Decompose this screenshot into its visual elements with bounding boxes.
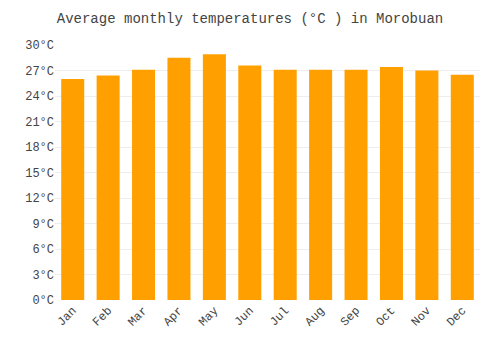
svg-text:15°C: 15°C <box>25 167 54 181</box>
svg-text:Apr: Apr <box>161 304 186 329</box>
svg-text:Sep: Sep <box>338 304 363 329</box>
svg-text:0°C: 0°C <box>32 294 54 308</box>
svg-text:27°C: 27°C <box>25 65 54 79</box>
svg-text:24°C: 24°C <box>25 90 54 104</box>
svg-text:30°C: 30°C <box>25 39 54 53</box>
svg-text:Jul: Jul <box>267 304 292 329</box>
svg-text:12°C: 12°C <box>25 192 54 206</box>
svg-text:Oct: Oct <box>373 304 398 329</box>
svg-text:21°C: 21°C <box>25 116 54 130</box>
svg-text:9°C: 9°C <box>32 218 54 232</box>
svg-text:Average monthly temperatures (: Average monthly temperatures (°C ) in Mo… <box>57 11 443 27</box>
svg-text:Jun: Jun <box>232 304 257 329</box>
svg-text:Dec: Dec <box>444 304 469 329</box>
svg-text:Aug: Aug <box>303 304 328 329</box>
svg-text:Nov: Nov <box>409 304 434 329</box>
svg-text:Mar: Mar <box>125 304 150 329</box>
svg-text:Jan: Jan <box>55 304 80 329</box>
svg-text:Feb: Feb <box>90 304 115 329</box>
svg-text:May: May <box>196 304 221 329</box>
svg-text:3°C: 3°C <box>32 269 54 283</box>
svg-text:6°C: 6°C <box>32 243 54 257</box>
svg-text:18°C: 18°C <box>25 141 54 155</box>
